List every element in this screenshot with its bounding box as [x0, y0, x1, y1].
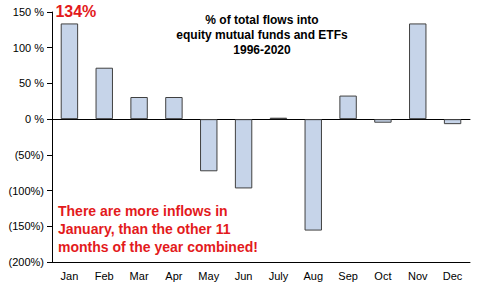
svg-text:Jan: Jan [61, 270, 79, 282]
svg-text:Aug: Aug [303, 270, 323, 282]
svg-text:months of the year combined!: months of the year combined! [58, 239, 258, 255]
svg-text:Dec: Dec [443, 270, 463, 282]
svg-text:Apr: Apr [165, 270, 182, 282]
svg-text:Sep: Sep [338, 270, 358, 282]
svg-text:1996-2020: 1996-2020 [233, 43, 291, 57]
svg-text:(50%): (50%) [15, 149, 44, 161]
svg-text:% of total flows into: % of total flows into [205, 13, 318, 27]
svg-text:There are more inflows in: There are more inflows in [58, 203, 228, 219]
svg-text:Feb: Feb [95, 270, 114, 282]
svg-text:January, than the other 11: January, than the other 11 [58, 221, 231, 237]
svg-text:50 %: 50 % [19, 77, 44, 89]
svg-text:(200%): (200%) [9, 256, 44, 268]
svg-text:Mar: Mar [130, 270, 149, 282]
svg-text:July: July [269, 270, 289, 282]
svg-text:Jun: Jun [235, 270, 253, 282]
svg-text:(100%): (100%) [9, 185, 44, 197]
svg-text:Oct: Oct [374, 270, 391, 282]
svg-text:May: May [198, 270, 219, 282]
svg-text:0 %: 0 % [25, 113, 44, 125]
svg-text:150 %: 150 % [13, 6, 44, 18]
svg-text:equity mutual funds and ETFs: equity mutual funds and ETFs [176, 28, 348, 42]
svg-text:(150%): (150%) [9, 220, 44, 232]
svg-text:134%: 134% [55, 3, 96, 20]
svg-text:100 %: 100 % [13, 42, 44, 54]
svg-text:Nov: Nov [408, 270, 428, 282]
